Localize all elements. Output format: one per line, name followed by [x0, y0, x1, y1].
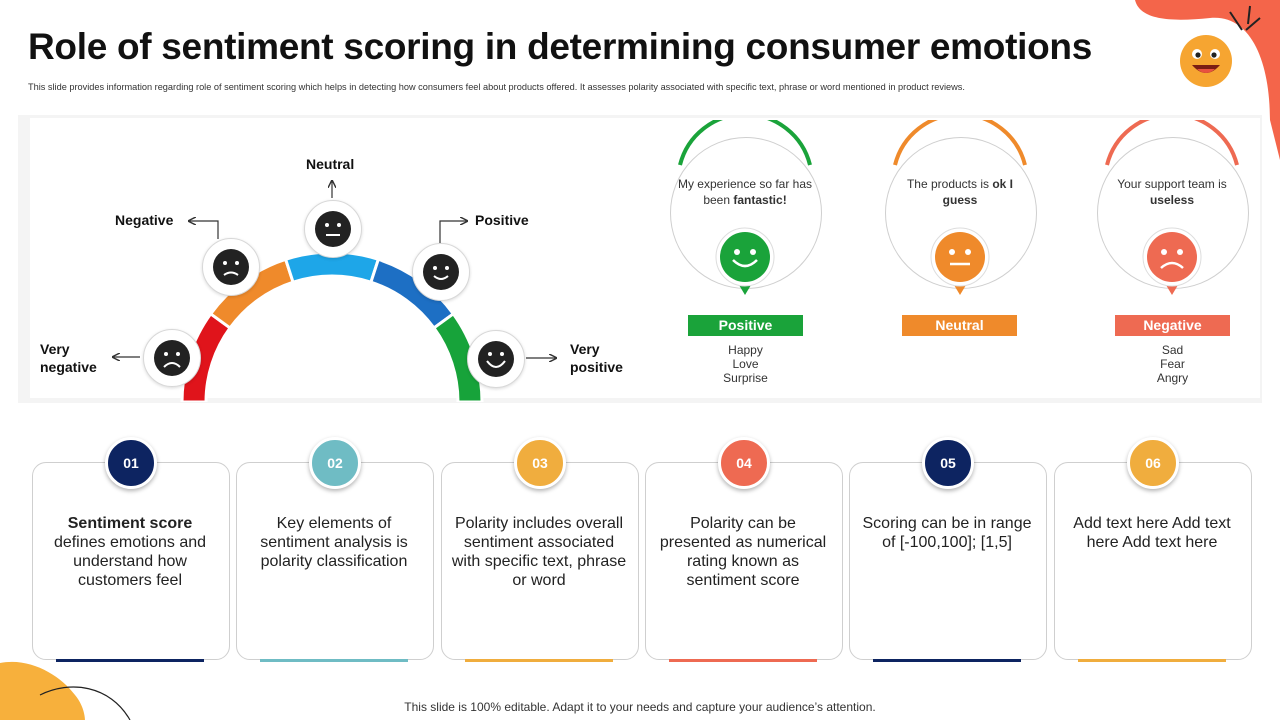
neutral-label: Neutral [902, 315, 1017, 336]
neutral-arc [893, 120, 1027, 166]
smiley-logo-icon [1176, 31, 1236, 91]
step-card [849, 462, 1047, 660]
step-text: Key elements of sentiment analysis is po… [244, 514, 424, 571]
step-accent-bar [873, 659, 1021, 662]
step-text-body: Polarity includes overall sentiment asso… [451, 515, 627, 589]
negative-face-bubble-icon [1142, 227, 1202, 308]
footer-note: This slide is 100% editable. Adapt it to… [404, 700, 876, 714]
step-accent-bar [56, 659, 204, 662]
step-accent-bar [465, 659, 613, 662]
step-text-body: Key elements of sentiment analysis is po… [260, 515, 408, 570]
positive-label: Positive [688, 315, 803, 336]
step-text-bold: Sentiment score [67, 515, 193, 532]
step-text: Add text here Add text here Add text her… [1062, 514, 1242, 552]
step-accent-bar [260, 659, 408, 662]
positive-emotions: Happy Love Surprise [723, 343, 768, 385]
step-text: Scoring can be in range of [-100,100]; [… [857, 514, 1037, 552]
step-card [1054, 462, 1252, 660]
negative-arc [1105, 120, 1239, 166]
step-text-body: Polarity can be presented as numerical r… [659, 515, 827, 589]
label-negative: Negative [115, 212, 174, 228]
sentiment-gauge [180, 250, 484, 402]
label-neutral: Neutral [306, 156, 355, 172]
step-accent-bar [669, 659, 817, 662]
page-title: Role of sentiment scoring in determining… [28, 26, 1092, 67]
negative-label: Negative [1115, 315, 1230, 336]
label-very-negative: Very negative [40, 341, 97, 375]
step-text: Polarity can be presented as numerical r… [653, 514, 833, 590]
step-number-badge: 03 [514, 437, 566, 489]
step-text-body: defines emotions and understand how cust… [53, 534, 207, 589]
step-card [236, 462, 434, 660]
step-number-badge: 02 [309, 437, 361, 489]
positive-quote: My experience so far has been fantastic! [677, 177, 813, 207]
very-negative-face-icon [143, 329, 201, 387]
step-number-badge: 05 [922, 437, 974, 489]
negative-emotions: Sad Fear Angry [1156, 343, 1189, 385]
step-card [441, 462, 639, 660]
negative-face-icon [202, 238, 260, 296]
neutral-face-icon [304, 200, 362, 258]
label-very-positive: Very positive [570, 341, 623, 375]
step-number-badge: 01 [105, 437, 157, 489]
step-text-body: Add text here Add text here Add text her… [1073, 515, 1231, 551]
neutral-quote: The products is ok I guess [906, 177, 1014, 207]
negative-quote: Your support team is useless [1117, 177, 1227, 207]
gauge-segment-very-positive [431, 311, 484, 402]
positive-face-icon [412, 243, 470, 301]
neutral-face-bubble-icon [930, 227, 990, 308]
step-text-body: Scoring can be in range of [-100,100]; [… [862, 515, 1032, 551]
step-text: Sentiment score defines emotions and und… [40, 514, 220, 590]
corner-decoration-top-right [1135, 0, 1280, 160]
step-text: Polarity includes overall sentiment asso… [449, 514, 629, 590]
positive-face-bubble-icon [715, 227, 775, 308]
very-positive-face-icon [467, 330, 525, 388]
step-number-badge: 04 [718, 437, 770, 489]
positive-arc [678, 120, 812, 166]
corner-decoration-bottom-left [0, 661, 131, 720]
label-positive: Positive [475, 212, 529, 228]
step-accent-bar [1078, 659, 1226, 662]
step-card [32, 462, 230, 660]
step-number-badge: 06 [1127, 437, 1179, 489]
page-subtitle: This slide provides information regardin… [28, 82, 965, 92]
